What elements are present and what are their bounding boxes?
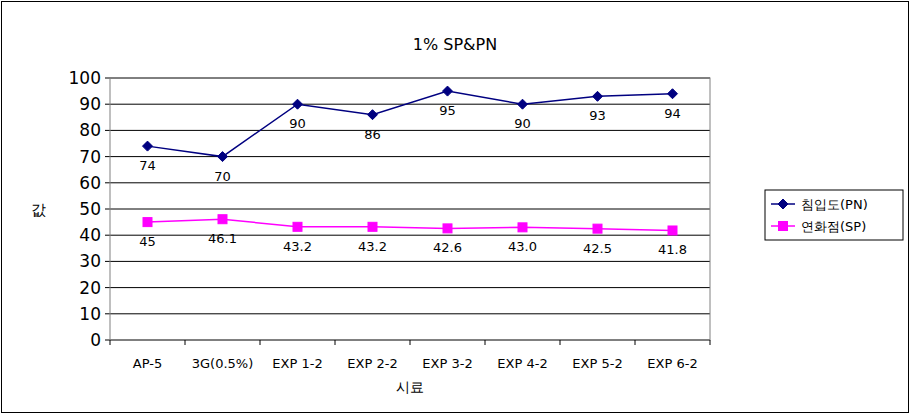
grid-line <box>110 209 710 210</box>
legend-label: 침입도(PN) <box>801 197 868 212</box>
data-label: 95 <box>439 103 456 118</box>
data-point <box>368 110 378 120</box>
data-label: 90 <box>514 116 531 131</box>
data-label: 93 <box>589 108 606 123</box>
tick-mark <box>105 287 110 288</box>
x-tick <box>485 340 486 345</box>
data-point <box>668 89 678 99</box>
tick-mark <box>105 182 110 183</box>
series-group <box>143 86 678 235</box>
data-point <box>218 215 227 224</box>
data-label: 70 <box>214 169 231 184</box>
data-label: 43.0 <box>508 239 537 254</box>
data-label: 74 <box>139 158 156 173</box>
x-tick <box>410 340 411 345</box>
data-point <box>518 99 528 109</box>
tick-mark <box>105 78 110 79</box>
grid-line <box>110 104 710 105</box>
x-tick-label: EXP 2-2 <box>347 356 397 371</box>
data-label: 86 <box>364 127 381 142</box>
x-tick-label: 3G(0.5%) <box>192 356 254 371</box>
data-point <box>593 91 603 101</box>
data-point <box>143 141 153 151</box>
tick-mark <box>105 104 110 105</box>
data-point <box>143 218 152 227</box>
plot-frame <box>110 78 710 340</box>
data-label: 43.2 <box>283 239 312 254</box>
data-point <box>443 86 453 96</box>
data-label: 43.2 <box>358 239 387 254</box>
data-point <box>593 224 602 233</box>
data-point <box>293 222 302 231</box>
chart-border <box>2 2 909 413</box>
y-tick-label: 90 <box>79 94 101 114</box>
grid-line <box>110 261 710 262</box>
y-tick-label: 30 <box>79 251 101 271</box>
x-tick-label: EXP 5-2 <box>572 356 622 371</box>
data-label: 90 <box>289 116 306 131</box>
y-tick-label: 10 <box>79 304 101 324</box>
y-tick-label: 100 <box>69 68 101 88</box>
legend-marker <box>778 199 788 209</box>
grid-line <box>110 287 710 288</box>
data-labels: 74 70 90 86 95 90 93 94 45 46.1 43.2 43.2 42.6 43.0 42… <box>139 103 687 257</box>
data-point <box>668 226 677 235</box>
data-label: 42.5 <box>583 241 612 256</box>
legend-box <box>765 190 903 240</box>
tick-mark <box>105 156 110 157</box>
tick-mark <box>105 235 110 236</box>
data-point <box>218 152 228 162</box>
data-label: 94 <box>664 106 681 121</box>
data-label: 41.8 <box>658 242 687 257</box>
data-point <box>518 223 527 232</box>
grid-line <box>110 235 710 236</box>
series-line <box>148 91 673 157</box>
x-tick <box>185 340 186 345</box>
y-tick-label: 70 <box>79 147 101 167</box>
data-label: 46.1 <box>208 231 237 246</box>
x-tick <box>110 340 111 345</box>
tick-mark <box>105 209 110 210</box>
grid-line <box>110 182 710 183</box>
y-tick-label: 50 <box>79 199 101 219</box>
legend-marker <box>779 222 788 231</box>
data-label: 45 <box>139 234 156 249</box>
plot-area <box>110 78 710 340</box>
y-tick-label: 20 <box>79 278 101 298</box>
x-tick <box>635 340 636 345</box>
tick-mark <box>105 313 110 314</box>
x-tick-label: EXP 3-2 <box>422 356 472 371</box>
data-point <box>368 222 377 231</box>
x-tick <box>560 340 561 345</box>
x-axis-label: 시료 <box>396 379 424 395</box>
grid-line <box>110 156 710 157</box>
grid-line <box>110 130 710 131</box>
data-label: 42.6 <box>433 240 462 255</box>
y-axis-label: 값 <box>31 201 46 219</box>
x-tick <box>335 340 336 345</box>
x-tick-label: EXP 6-2 <box>647 356 697 371</box>
chart: 0 10 20 30 40 50 60 70 80 90 100 AP-5 3G(0.5%) EXP 1-… <box>0 0 910 414</box>
tick-mark <box>105 261 110 262</box>
y-tick-label: 40 <box>79 225 101 245</box>
x-tick-label: AP-5 <box>133 356 162 371</box>
legend: 침입도(PN) 연화점(SP) <box>765 190 903 240</box>
x-tick-label: EXP 1-2 <box>272 356 322 371</box>
x-tick-label: EXP 4-2 <box>497 356 547 371</box>
tick-mark <box>105 340 110 341</box>
title: 1% SP&PN <box>413 35 497 54</box>
y-tick-label: 80 <box>79 120 101 140</box>
x-tick <box>260 340 261 345</box>
tick-mark <box>105 130 110 131</box>
x-tick <box>710 340 711 345</box>
data-point <box>293 99 303 109</box>
legend-label: 연화점(SP) <box>801 219 866 234</box>
y-tick-label: 0 <box>90 330 101 350</box>
data-point <box>443 224 452 233</box>
y-tick-label: 60 <box>79 173 101 193</box>
grid-line <box>110 313 710 314</box>
